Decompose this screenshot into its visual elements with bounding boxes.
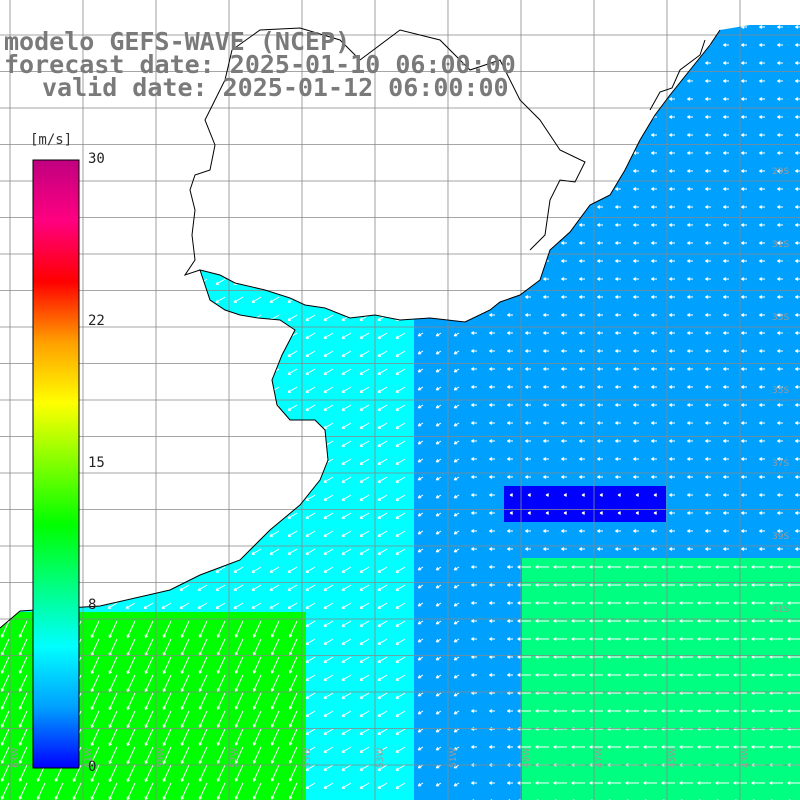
title-model: modelo GEFS-WAVE (NCEP) xyxy=(4,27,351,56)
longitude-label: 55W xyxy=(303,748,313,768)
coastline xyxy=(0,27,721,629)
longitude-label: 59W xyxy=(157,748,167,768)
colorbar-tick-label: 30 xyxy=(88,151,105,167)
latitude-labels: 29S 31S 33S 35S 37S 39S 41S xyxy=(772,167,789,615)
latitude-label: 29S xyxy=(772,167,789,177)
longitude-label: 51W xyxy=(449,748,459,768)
latitude-label: 39S xyxy=(772,532,789,542)
longitude-label: 57W xyxy=(230,748,240,768)
latitude-label: 35S xyxy=(772,386,789,396)
latitude-label: 41S xyxy=(772,605,789,615)
title-valid-date: valid date: 2025-01-12 06:00:00 xyxy=(42,73,509,102)
colorbar-tick-label: 15 xyxy=(88,455,105,471)
colorbar-tick-label: 8 xyxy=(88,596,97,613)
latitude-label: 37S xyxy=(772,459,789,469)
longitude-label: 61W xyxy=(84,748,94,768)
longitude-label: 53W xyxy=(376,748,386,768)
colorbar-tick-label: 22 xyxy=(88,313,105,330)
colorbar-unit: [m/s] xyxy=(30,132,73,148)
title-forecast-date: forecast date: 2025-01-10 06:00:00 xyxy=(4,50,516,79)
colorbar xyxy=(32,159,80,769)
latitude-label: 31S xyxy=(772,240,789,250)
longitude-labels: 63W 61W 59W 57W 55W 53W 51W 49W 47W 45W 43W xyxy=(11,748,751,768)
longitude-label: 45W xyxy=(668,748,678,768)
colorbar-tick-label: 0 xyxy=(88,759,97,775)
latitude-label: 33S xyxy=(772,313,789,323)
longitude-label: 43W xyxy=(741,748,751,768)
longitude-label: 47W xyxy=(595,748,605,768)
longitude-label: 63W xyxy=(11,748,21,768)
longitude-label: 49W xyxy=(522,748,532,768)
